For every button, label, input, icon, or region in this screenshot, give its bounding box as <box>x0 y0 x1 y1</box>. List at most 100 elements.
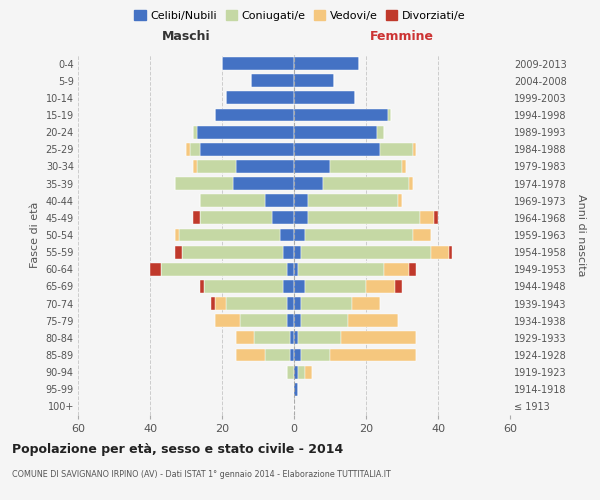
Bar <box>402 160 406 173</box>
Bar <box>280 228 294 241</box>
Bar <box>330 348 416 362</box>
Bar <box>254 332 290 344</box>
Bar <box>294 314 301 327</box>
Bar <box>179 228 280 241</box>
Bar <box>287 297 294 310</box>
Bar <box>431 246 449 258</box>
Y-axis label: Anni di nascita: Anni di nascita <box>577 194 586 276</box>
Bar <box>384 263 409 276</box>
Bar <box>413 228 431 241</box>
Bar <box>294 143 380 156</box>
Bar <box>294 212 308 224</box>
Bar <box>352 297 380 310</box>
Bar <box>395 280 402 293</box>
Bar <box>294 280 305 293</box>
Bar <box>294 160 330 173</box>
Bar <box>226 297 287 310</box>
Bar <box>215 314 240 327</box>
Bar <box>193 126 197 138</box>
Bar <box>301 314 348 327</box>
Bar <box>305 366 312 378</box>
Bar <box>294 74 334 87</box>
Bar <box>197 160 236 173</box>
Bar <box>294 246 301 258</box>
Bar <box>409 263 416 276</box>
Bar <box>294 263 298 276</box>
Bar <box>294 383 298 396</box>
Bar <box>301 297 352 310</box>
Bar <box>215 297 226 310</box>
Bar <box>233 177 294 190</box>
Bar <box>283 280 294 293</box>
Bar <box>215 108 294 122</box>
Bar <box>236 348 265 362</box>
Bar <box>341 332 416 344</box>
Bar <box>287 314 294 327</box>
Legend: Celibi/Nubili, Coniugati/e, Vedovi/e, Divorziati/e: Celibi/Nubili, Coniugati/e, Vedovi/e, Di… <box>132 8 468 23</box>
Bar <box>449 246 452 258</box>
Bar <box>200 143 294 156</box>
Bar <box>287 366 294 378</box>
Bar <box>294 348 301 362</box>
Bar <box>204 280 283 293</box>
Bar <box>298 263 384 276</box>
Bar <box>200 194 265 207</box>
Bar <box>175 177 233 190</box>
Bar <box>398 194 402 207</box>
Bar <box>420 212 434 224</box>
Bar <box>294 194 308 207</box>
Y-axis label: Fasce di età: Fasce di età <box>30 202 40 268</box>
Bar <box>150 263 161 276</box>
Bar <box>294 332 298 344</box>
Text: COMUNE DI SAVIGNANO IRPINO (AV) - Dati ISTAT 1° gennaio 2014 - Elaborazione TUTT: COMUNE DI SAVIGNANO IRPINO (AV) - Dati I… <box>12 470 391 479</box>
Bar <box>388 108 391 122</box>
Bar <box>290 348 294 362</box>
Bar <box>377 126 384 138</box>
Bar <box>222 57 294 70</box>
Bar <box>305 280 366 293</box>
Bar <box>236 332 254 344</box>
Bar <box>294 297 301 310</box>
Bar <box>287 263 294 276</box>
Bar <box>272 212 294 224</box>
Text: Femmine: Femmine <box>370 30 434 43</box>
Bar <box>409 177 413 190</box>
Bar <box>265 348 290 362</box>
Bar <box>294 108 388 122</box>
Bar <box>348 314 398 327</box>
Bar <box>186 143 190 156</box>
Bar <box>161 263 287 276</box>
Bar <box>294 177 323 190</box>
Bar <box>236 160 294 173</box>
Bar <box>175 246 182 258</box>
Bar <box>175 228 179 241</box>
Bar <box>294 126 377 138</box>
Bar <box>182 246 283 258</box>
Bar <box>193 212 200 224</box>
Bar <box>193 160 197 173</box>
Bar <box>294 92 355 104</box>
Bar <box>290 332 294 344</box>
Bar <box>197 126 294 138</box>
Bar <box>413 143 416 156</box>
Bar <box>251 74 294 87</box>
Bar <box>330 160 402 173</box>
Bar <box>323 177 409 190</box>
Bar <box>308 212 420 224</box>
Bar <box>294 228 305 241</box>
Bar <box>190 143 200 156</box>
Bar <box>283 246 294 258</box>
Bar <box>380 143 413 156</box>
Bar <box>226 92 294 104</box>
Bar <box>298 366 305 378</box>
Bar <box>265 194 294 207</box>
Bar <box>301 348 330 362</box>
Bar <box>305 228 413 241</box>
Bar <box>211 297 215 310</box>
Bar <box>200 212 272 224</box>
Bar <box>301 246 431 258</box>
Bar <box>200 280 204 293</box>
Bar <box>298 332 341 344</box>
Bar <box>294 57 359 70</box>
Bar <box>294 366 298 378</box>
